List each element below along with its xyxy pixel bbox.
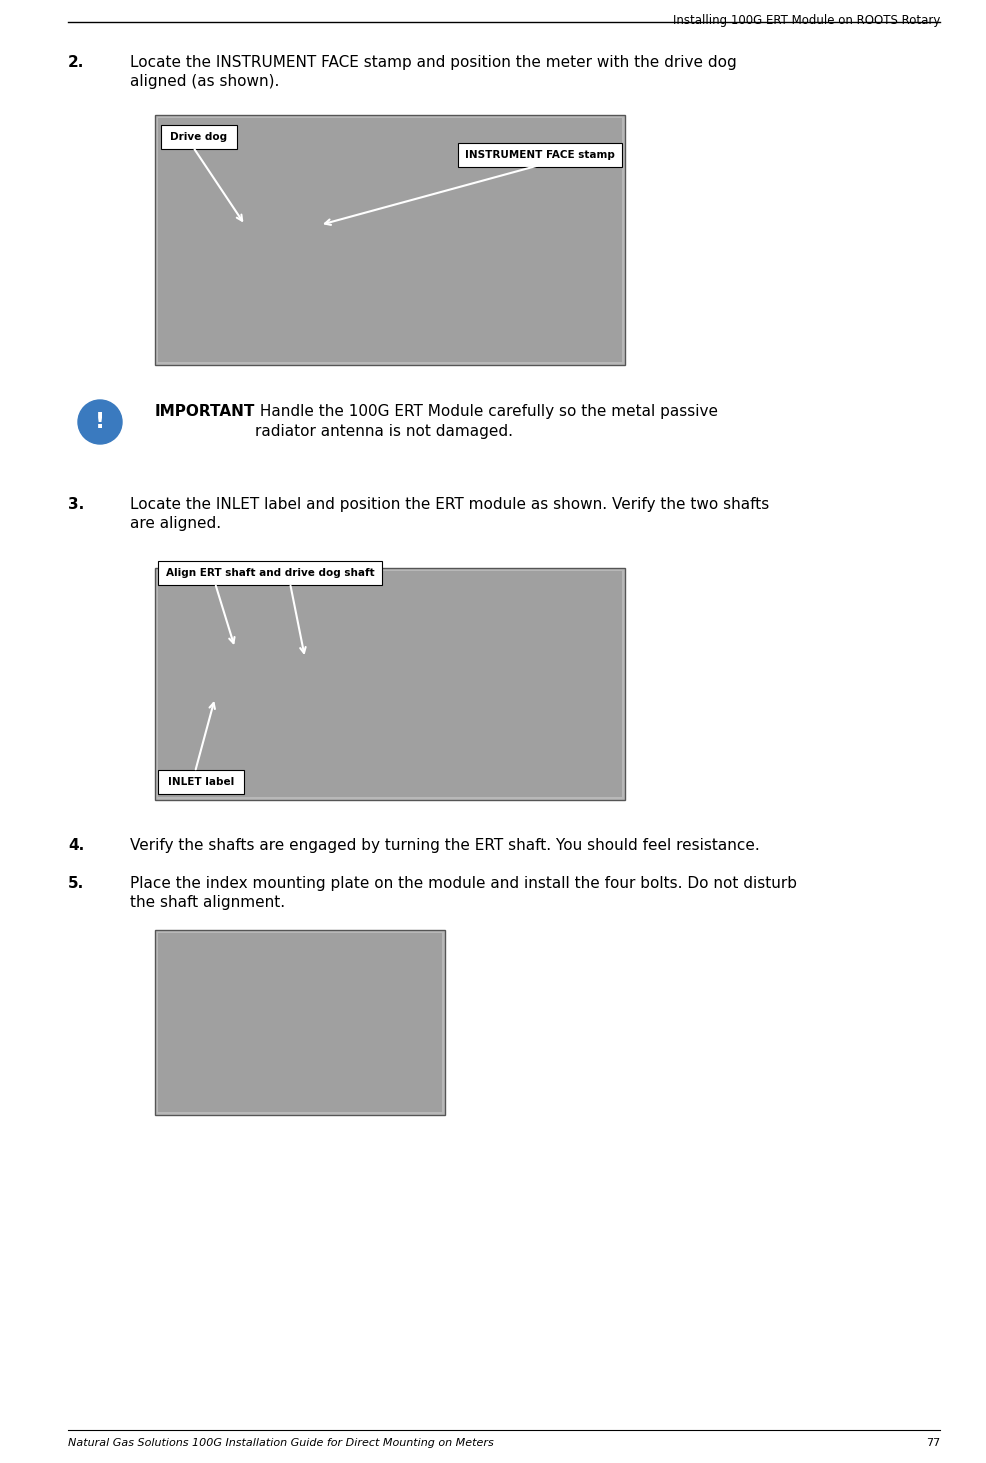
Text: 77: 77	[925, 1438, 939, 1448]
FancyBboxPatch shape	[155, 116, 624, 364]
Text: radiator antenna is not damaged.: radiator antenna is not damaged.	[254, 424, 513, 439]
FancyBboxPatch shape	[458, 143, 621, 167]
Text: IMPORTANT: IMPORTANT	[155, 404, 255, 418]
Text: Align ERT shaft and drive dog shaft: Align ERT shaft and drive dog shaft	[166, 568, 374, 578]
Text: !: !	[95, 413, 105, 432]
Text: INSTRUMENT FACE stamp: INSTRUMENT FACE stamp	[464, 151, 614, 159]
Text: 3.: 3.	[68, 497, 84, 512]
Text: Drive dog: Drive dog	[171, 132, 228, 142]
Circle shape	[78, 399, 122, 443]
FancyBboxPatch shape	[158, 770, 244, 794]
Text: Installing 100G ERT Module on ROOTS Rotary: Installing 100G ERT Module on ROOTS Rota…	[671, 15, 939, 26]
FancyBboxPatch shape	[158, 571, 621, 797]
Text: Handle the 100G ERT Module carefully so the metal passive: Handle the 100G ERT Module carefully so …	[254, 404, 717, 418]
FancyBboxPatch shape	[155, 568, 624, 800]
FancyBboxPatch shape	[155, 930, 445, 1115]
FancyBboxPatch shape	[158, 119, 621, 361]
FancyBboxPatch shape	[161, 124, 237, 149]
Text: 4.: 4.	[68, 838, 84, 853]
Text: Locate the INLET label and position the ERT module as shown. Verify the two shaf: Locate the INLET label and position the …	[130, 497, 768, 531]
Text: Verify the shafts are engaged by turning the ERT shaft. You should feel resistan: Verify the shafts are engaged by turning…	[130, 838, 759, 853]
FancyBboxPatch shape	[158, 560, 382, 585]
Text: Place the index mounting plate on the module and install the four bolts. Do not : Place the index mounting plate on the mo…	[130, 876, 796, 910]
Text: INLET label: INLET label	[168, 777, 234, 787]
Text: 5.: 5.	[68, 876, 84, 891]
Text: Natural Gas Solutions 100G Installation Guide for Direct Mounting on Meters: Natural Gas Solutions 100G Installation …	[68, 1438, 493, 1448]
Text: 2.: 2.	[68, 56, 84, 70]
FancyBboxPatch shape	[158, 933, 442, 1112]
Text: Locate the INSTRUMENT FACE stamp and position the meter with the drive dog
align: Locate the INSTRUMENT FACE stamp and pos…	[130, 56, 736, 89]
